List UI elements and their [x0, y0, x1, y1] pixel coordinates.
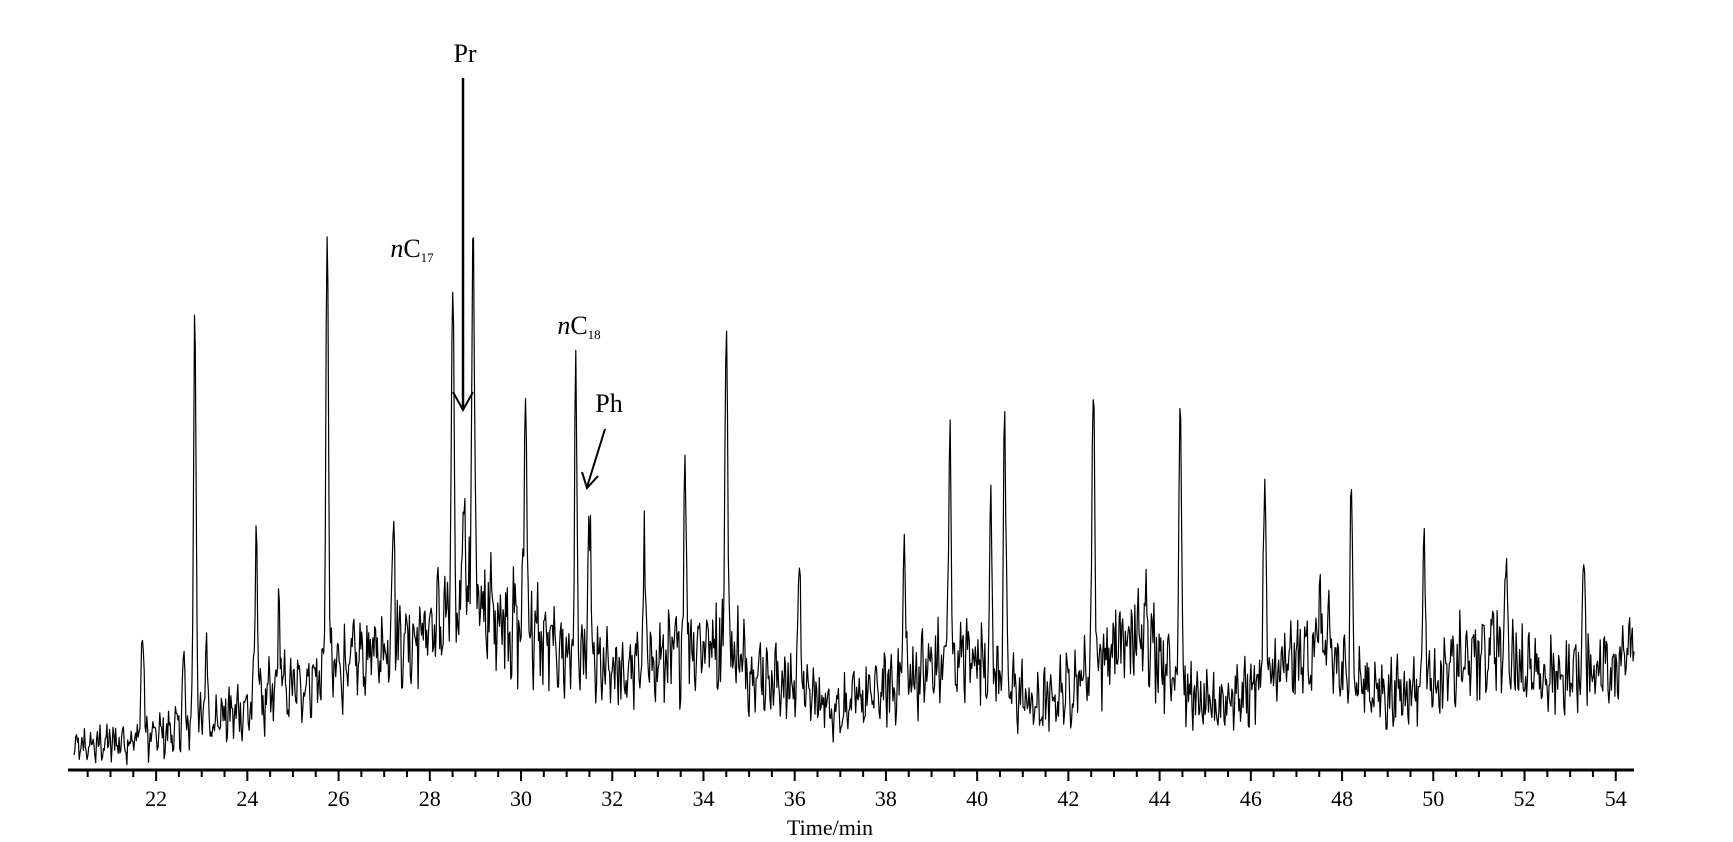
arrow-Pr-head [452, 391, 474, 413]
annotation-nC18-prefix: n [557, 311, 570, 340]
x-tick-label-30: 30 [510, 786, 532, 811]
x-axis-title: Time/min [787, 815, 873, 840]
x-tick-label-26: 26 [328, 786, 350, 811]
arrow-Ph-head [581, 471, 599, 490]
annotation-nC18-label: C [570, 311, 587, 340]
chromatogram-trace [73, 236, 1635, 766]
x-tick-label-34: 34 [692, 786, 714, 811]
svg-text:nC18: nC18 [557, 311, 600, 342]
x-tick-label-24: 24 [236, 786, 258, 811]
x-tick-label-28: 28 [419, 786, 441, 811]
x-tick-label-32: 32 [601, 786, 623, 811]
annotation-nC17: nC17 [390, 234, 434, 265]
x-tick-label-46: 46 [1240, 786, 1262, 811]
x-tick-label-36: 36 [784, 786, 806, 811]
annotation-Ph-label: Ph [595, 389, 622, 418]
annotation-nC17-sub: 17 [421, 250, 435, 265]
x-tick-label-48: 48 [1331, 786, 1353, 811]
x-tick-label-50: 50 [1422, 786, 1444, 811]
x-tick-label-38: 38 [875, 786, 897, 811]
annotation-Ph: Ph [581, 389, 623, 490]
svg-text:nC17: nC17 [390, 234, 434, 265]
annotation-Pr-label: Pr [453, 39, 476, 68]
arrow-Ph-shaft [586, 428, 606, 488]
annotation-nC18: nC18 [557, 311, 600, 342]
x-tick-label-22: 22 [145, 786, 167, 811]
x-tick-label-42: 42 [1057, 786, 1079, 811]
x-axis-ticks [86, 770, 1617, 781]
annotation-nC17-label: C [403, 234, 420, 263]
x-tick-label-44: 44 [1149, 786, 1171, 811]
annotation-nC17-prefix: n [390, 234, 403, 263]
annotation-Pr: Pr [452, 39, 477, 413]
x-tick-label-52: 52 [1514, 786, 1536, 811]
x-axis-tick-labels: 22 24 26 28 30 32 34 36 38 40 42 44 46 48 50 52 54 [145, 786, 1627, 811]
x-tick-label-40: 40 [966, 786, 988, 811]
x-tick-label-54: 54 [1605, 786, 1627, 811]
annotation-nC18-sub: 18 [588, 327, 601, 342]
